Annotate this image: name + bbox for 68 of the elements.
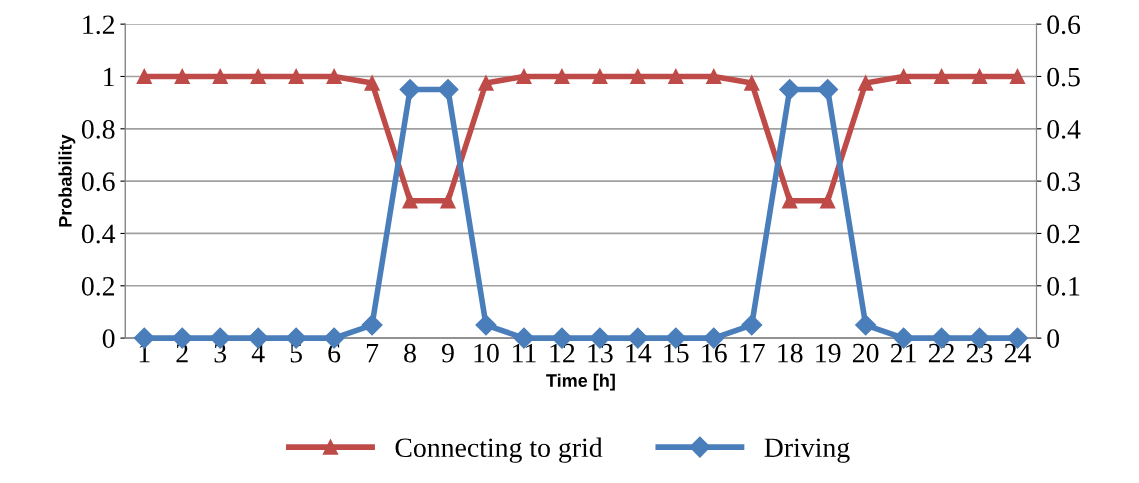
x-tick-label: 12	[550, 343, 575, 363]
point	[174, 68, 190, 85]
point	[741, 314, 763, 336]
point	[364, 75, 380, 91]
point	[516, 68, 532, 85]
point	[478, 75, 494, 91]
y-tick-label: 0.2	[81, 276, 115, 296]
legend-label: Connecting to grid	[395, 437, 603, 463]
point	[288, 68, 304, 85]
point	[933, 68, 950, 85]
x-tick-label: 11	[513, 343, 536, 363]
x-axis-title: Time [h]	[546, 373, 615, 391]
point	[630, 68, 646, 85]
point	[855, 314, 877, 336]
point	[782, 193, 798, 209]
x-tick-label: 19	[816, 343, 841, 363]
x-tick-label: 23	[966, 343, 993, 363]
y2-tick-label: 0.2	[1047, 224, 1080, 244]
point	[440, 193, 456, 209]
point	[817, 79, 839, 101]
x-tick-label: 8	[404, 343, 416, 363]
x-tick-label: 9	[441, 343, 454, 363]
point	[402, 193, 418, 209]
point	[971, 68, 988, 85]
y-tick-label: 1	[104, 67, 114, 87]
point	[1009, 68, 1026, 85]
x-tick-label: 20	[852, 343, 879, 363]
point	[136, 68, 152, 85]
y-tick-label: 0.4	[81, 224, 116, 244]
x-tick-label: 21	[890, 343, 916, 363]
point	[554, 68, 570, 85]
x-tick-label: 24	[1004, 343, 1031, 363]
point	[250, 68, 266, 85]
y-tick-label: 1.2	[83, 15, 115, 35]
x-tick-label: 18	[778, 343, 803, 363]
x-tick-label: 10	[474, 343, 499, 363]
y-axis-title: Probability	[58, 134, 76, 227]
y2-tick-label: 0.4	[1047, 119, 1081, 139]
point	[779, 79, 801, 101]
point	[326, 68, 342, 85]
point	[361, 314, 383, 336]
y2-tick-label: 0.5	[1047, 67, 1080, 87]
point	[592, 68, 608, 85]
point	[744, 75, 760, 91]
y2-tick-label: 0.3	[1047, 172, 1080, 192]
point	[858, 75, 874, 91]
point	[437, 79, 459, 101]
y-tick-label: 0.8	[81, 119, 115, 139]
y2-tick-label: 0.6	[1047, 15, 1081, 35]
x-tick-label: 15	[664, 343, 689, 363]
point	[706, 68, 722, 85]
y2-tick-label: 0.1	[1047, 276, 1080, 296]
x-tick-label: 13	[588, 343, 613, 363]
x-tick-label: 17	[740, 343, 765, 363]
point	[820, 193, 836, 209]
point	[399, 79, 421, 101]
legend-label: Driving	[764, 438, 850, 463]
x-tick-label: 16	[702, 343, 727, 363]
y2-tick-label: 0	[1047, 329, 1060, 349]
point	[895, 68, 912, 85]
x-tick-label: 7	[366, 344, 379, 363]
point	[475, 314, 497, 336]
y-tick-label: 0.6	[81, 172, 115, 192]
point	[668, 68, 684, 85]
x-tick-label: 22	[928, 343, 954, 363]
y-tick-label: 0	[102, 329, 115, 349]
point	[212, 68, 228, 85]
x-tick-label: 14	[626, 343, 652, 363]
